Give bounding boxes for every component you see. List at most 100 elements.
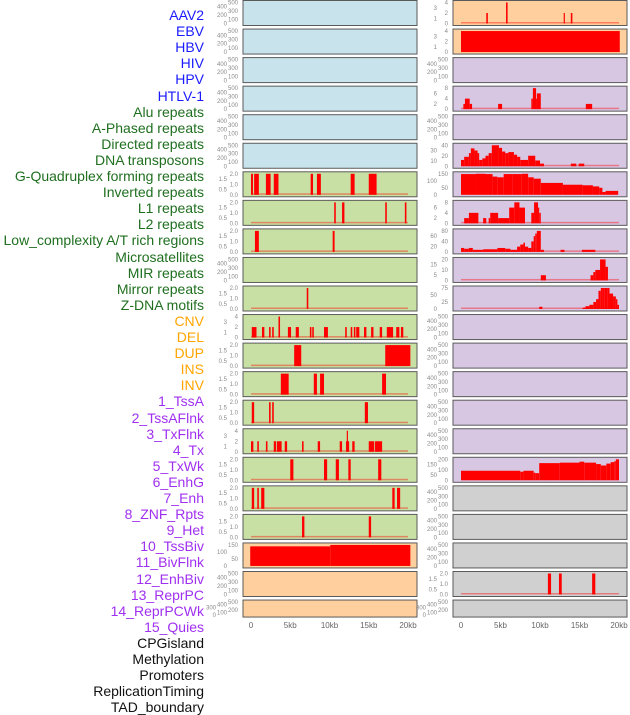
data-bar [593,272,596,281]
y-tick-label: 500 [438,429,449,435]
y-tick-label: 0 [224,22,228,28]
baseline-line [461,278,619,281]
y-tick-label: 300 [438,352,449,358]
data-bar [498,147,503,167]
track-label: 3_TxFlnk [146,425,204,442]
data-bar [512,174,522,195]
data-bar [251,402,255,424]
y-tick-label: 500 [228,58,239,64]
y-tick-label: 0.5 [219,216,228,222]
data-bar [488,218,491,224]
data-bar [397,487,401,509]
y-tick-label: 1 [224,330,228,336]
y-tick-label: 400 [427,62,438,68]
data-bar [461,31,620,53]
y-tick-label: 0.5 [219,530,228,536]
data-bar [470,148,475,167]
y-tick-label: 400 [217,262,228,268]
y-tick-label: 400 [427,433,438,439]
y-tick-label: 400 [427,119,438,125]
data-bar [570,13,573,24]
data-bar [350,173,355,195]
track-label: CNV [174,312,204,329]
track-label: 7_Enh [163,490,204,506]
data-bar [584,462,597,481]
baseline-line [461,22,619,24]
y-tick-label: 0 [434,393,438,399]
y-tick-label: 500 [228,572,239,578]
data-bar [585,306,590,309]
y-tick-label: 1.5 [219,234,228,240]
data-bar [350,327,353,338]
y-tick-label: 300 [438,409,449,415]
data-bar [488,153,492,167]
y-tick-label: 400 [217,5,228,11]
data-bar [531,98,533,110]
baseline-line [251,307,408,309]
y-tick-label: 100 [438,503,449,509]
baseline-line [251,535,408,538]
data-bar [371,327,374,338]
y-tick-label: 30 [430,149,437,155]
x-tick-label: 10kb [321,621,339,630]
y-tick-label: 100 [438,560,449,566]
y-tick-label: 0 [445,50,449,56]
y-tick-label: 1.5 [219,520,228,526]
track-label: AAV2 [169,7,204,23]
track-panel [452,399,628,426]
baseline-line [251,364,408,367]
data-bar [472,249,484,252]
track-label: EBV [175,23,204,40]
y-tick-label: 1.5 [219,348,228,354]
y-tick-label: 200 [427,441,438,447]
y-tick-label: 300 [416,605,427,611]
data-bar [615,459,619,481]
track-label: DUP [174,345,204,362]
y-tick-label: 500 [228,115,239,121]
data-bar [352,441,355,452]
y-tick-label: 200 [427,498,438,504]
data-bar [335,459,339,481]
track-panel [242,85,418,112]
track-label: 6_EnhG [152,473,204,490]
data-bar [503,174,513,195]
data-bar [606,463,611,481]
x-tick-label: 15kb [360,621,378,630]
data-bar [607,288,610,309]
track-panels-chart: 5004003002001000500400300200100050040030… [206,0,628,630]
data-bar [483,218,487,224]
data-bar [531,212,535,224]
y-tick-label: 0.5 [219,473,228,479]
y-tick-label: 0 [445,478,449,484]
y-tick-label: 1.5 [219,463,228,469]
y-tick-label: 300 [228,95,239,101]
data-bar [570,163,577,167]
y-tick-label: 0 [434,421,438,427]
data-bar [368,173,377,195]
y-tick-label: 0.5 [219,359,228,365]
data-bar [505,248,511,252]
track-panel [242,171,418,198]
y-tick-label: 200 [217,270,228,276]
track-panel [242,142,418,169]
data-bar [464,248,469,252]
y-tick-label: 1.5 [219,206,228,212]
track-panel [242,513,418,540]
y-tick-label: 300 [438,123,449,129]
data-bar [533,236,536,252]
baseline-line [251,193,408,195]
y-tick-label: 100 [438,468,449,474]
data-bar [535,473,540,481]
baseline-line [251,450,408,452]
y-tick-label: 8 [445,86,449,92]
y-tick-label: 4 [445,211,449,217]
y-tick-label: 200 [438,457,449,463]
data-bar [497,177,504,195]
y-tick-label: 0 [445,164,449,170]
y-tick-label: 60 [430,234,437,240]
y-tick-label: 1 [224,445,228,451]
y-tick-label: 0 [434,364,438,370]
data-bar [521,173,529,195]
y-tick-label: 2.0 [230,372,239,378]
y-tick-label: 2.0 [230,286,239,292]
